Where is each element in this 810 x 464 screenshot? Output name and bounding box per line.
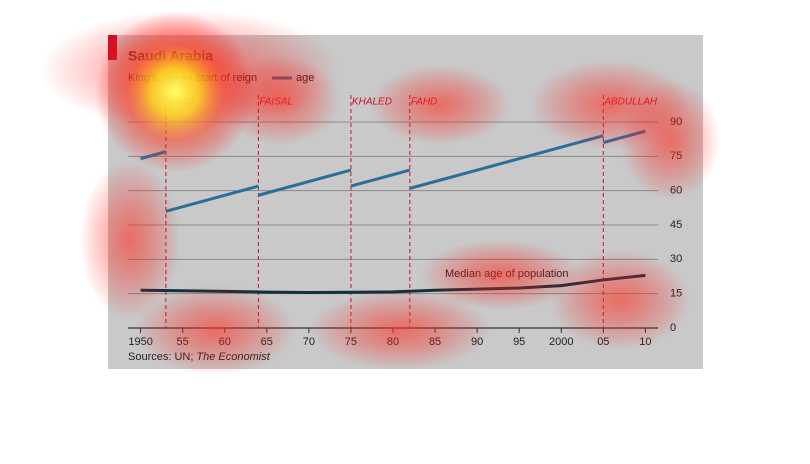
age-line	[165, 184, 259, 213]
age-line	[258, 168, 352, 197]
king-label: FAHD	[411, 97, 437, 108]
legend-label: start of reign	[196, 72, 257, 84]
king-label: FAISAL	[259, 97, 293, 108]
y-tick-label: 75	[670, 150, 682, 162]
x-tick-label: 2000	[549, 336, 573, 348]
legend-title: King's	[128, 72, 158, 84]
x-tick-label: 85	[429, 336, 441, 348]
king-label: KHALED	[352, 97, 392, 108]
source: The Economist	[196, 351, 270, 363]
x-tick-label: 95	[513, 336, 525, 348]
y-tick-label: 60	[670, 185, 682, 197]
x-tick-label: 05	[597, 336, 609, 348]
x-tick-label: 65	[261, 336, 273, 348]
y-tick-label: 45	[670, 219, 682, 231]
x-tick-label: 10	[639, 336, 651, 348]
king-label: ABDULLAH	[603, 97, 658, 108]
y-tick-label: 90	[670, 116, 682, 128]
x-tick-label: 70	[303, 336, 315, 348]
king-label: SAUD	[167, 97, 195, 108]
chart-title: Saudi Arabia	[128, 48, 213, 64]
age-line	[350, 168, 411, 188]
annotation: Median age of population	[445, 268, 569, 280]
x-tick-label: 90	[471, 336, 483, 348]
x-tick-label: 80	[387, 336, 399, 348]
y-tick-label: 30	[670, 253, 682, 265]
x-tick-label: 55	[177, 336, 189, 348]
x-tick-label: 1950	[128, 336, 152, 348]
y-tick-label: 15	[670, 288, 682, 300]
x-tick-label: 75	[345, 336, 357, 348]
legend-label: age	[296, 72, 314, 84]
x-tick-label: 60	[219, 336, 231, 348]
tab	[108, 35, 117, 60]
y-tick-label: 0	[670, 322, 676, 334]
source: Sources: UN;	[128, 351, 193, 363]
